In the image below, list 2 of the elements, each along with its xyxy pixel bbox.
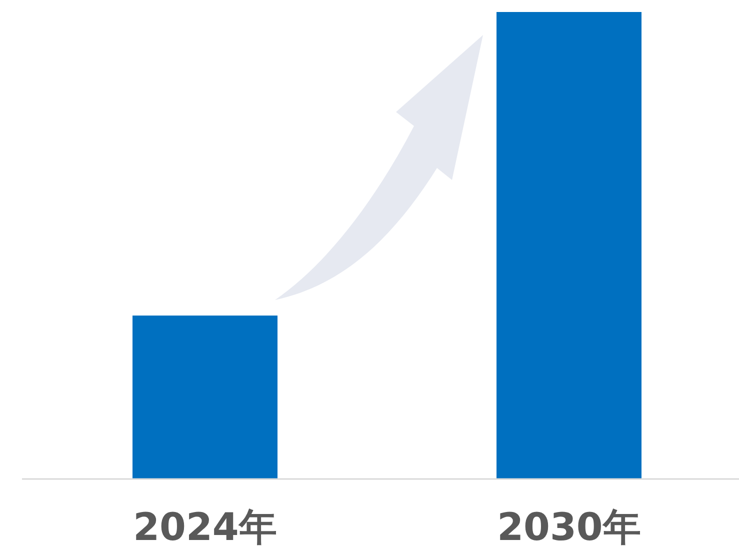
x-tick-label: 2024年 bbox=[133, 505, 277, 548]
x-tick-label: 2030年 bbox=[497, 505, 641, 548]
